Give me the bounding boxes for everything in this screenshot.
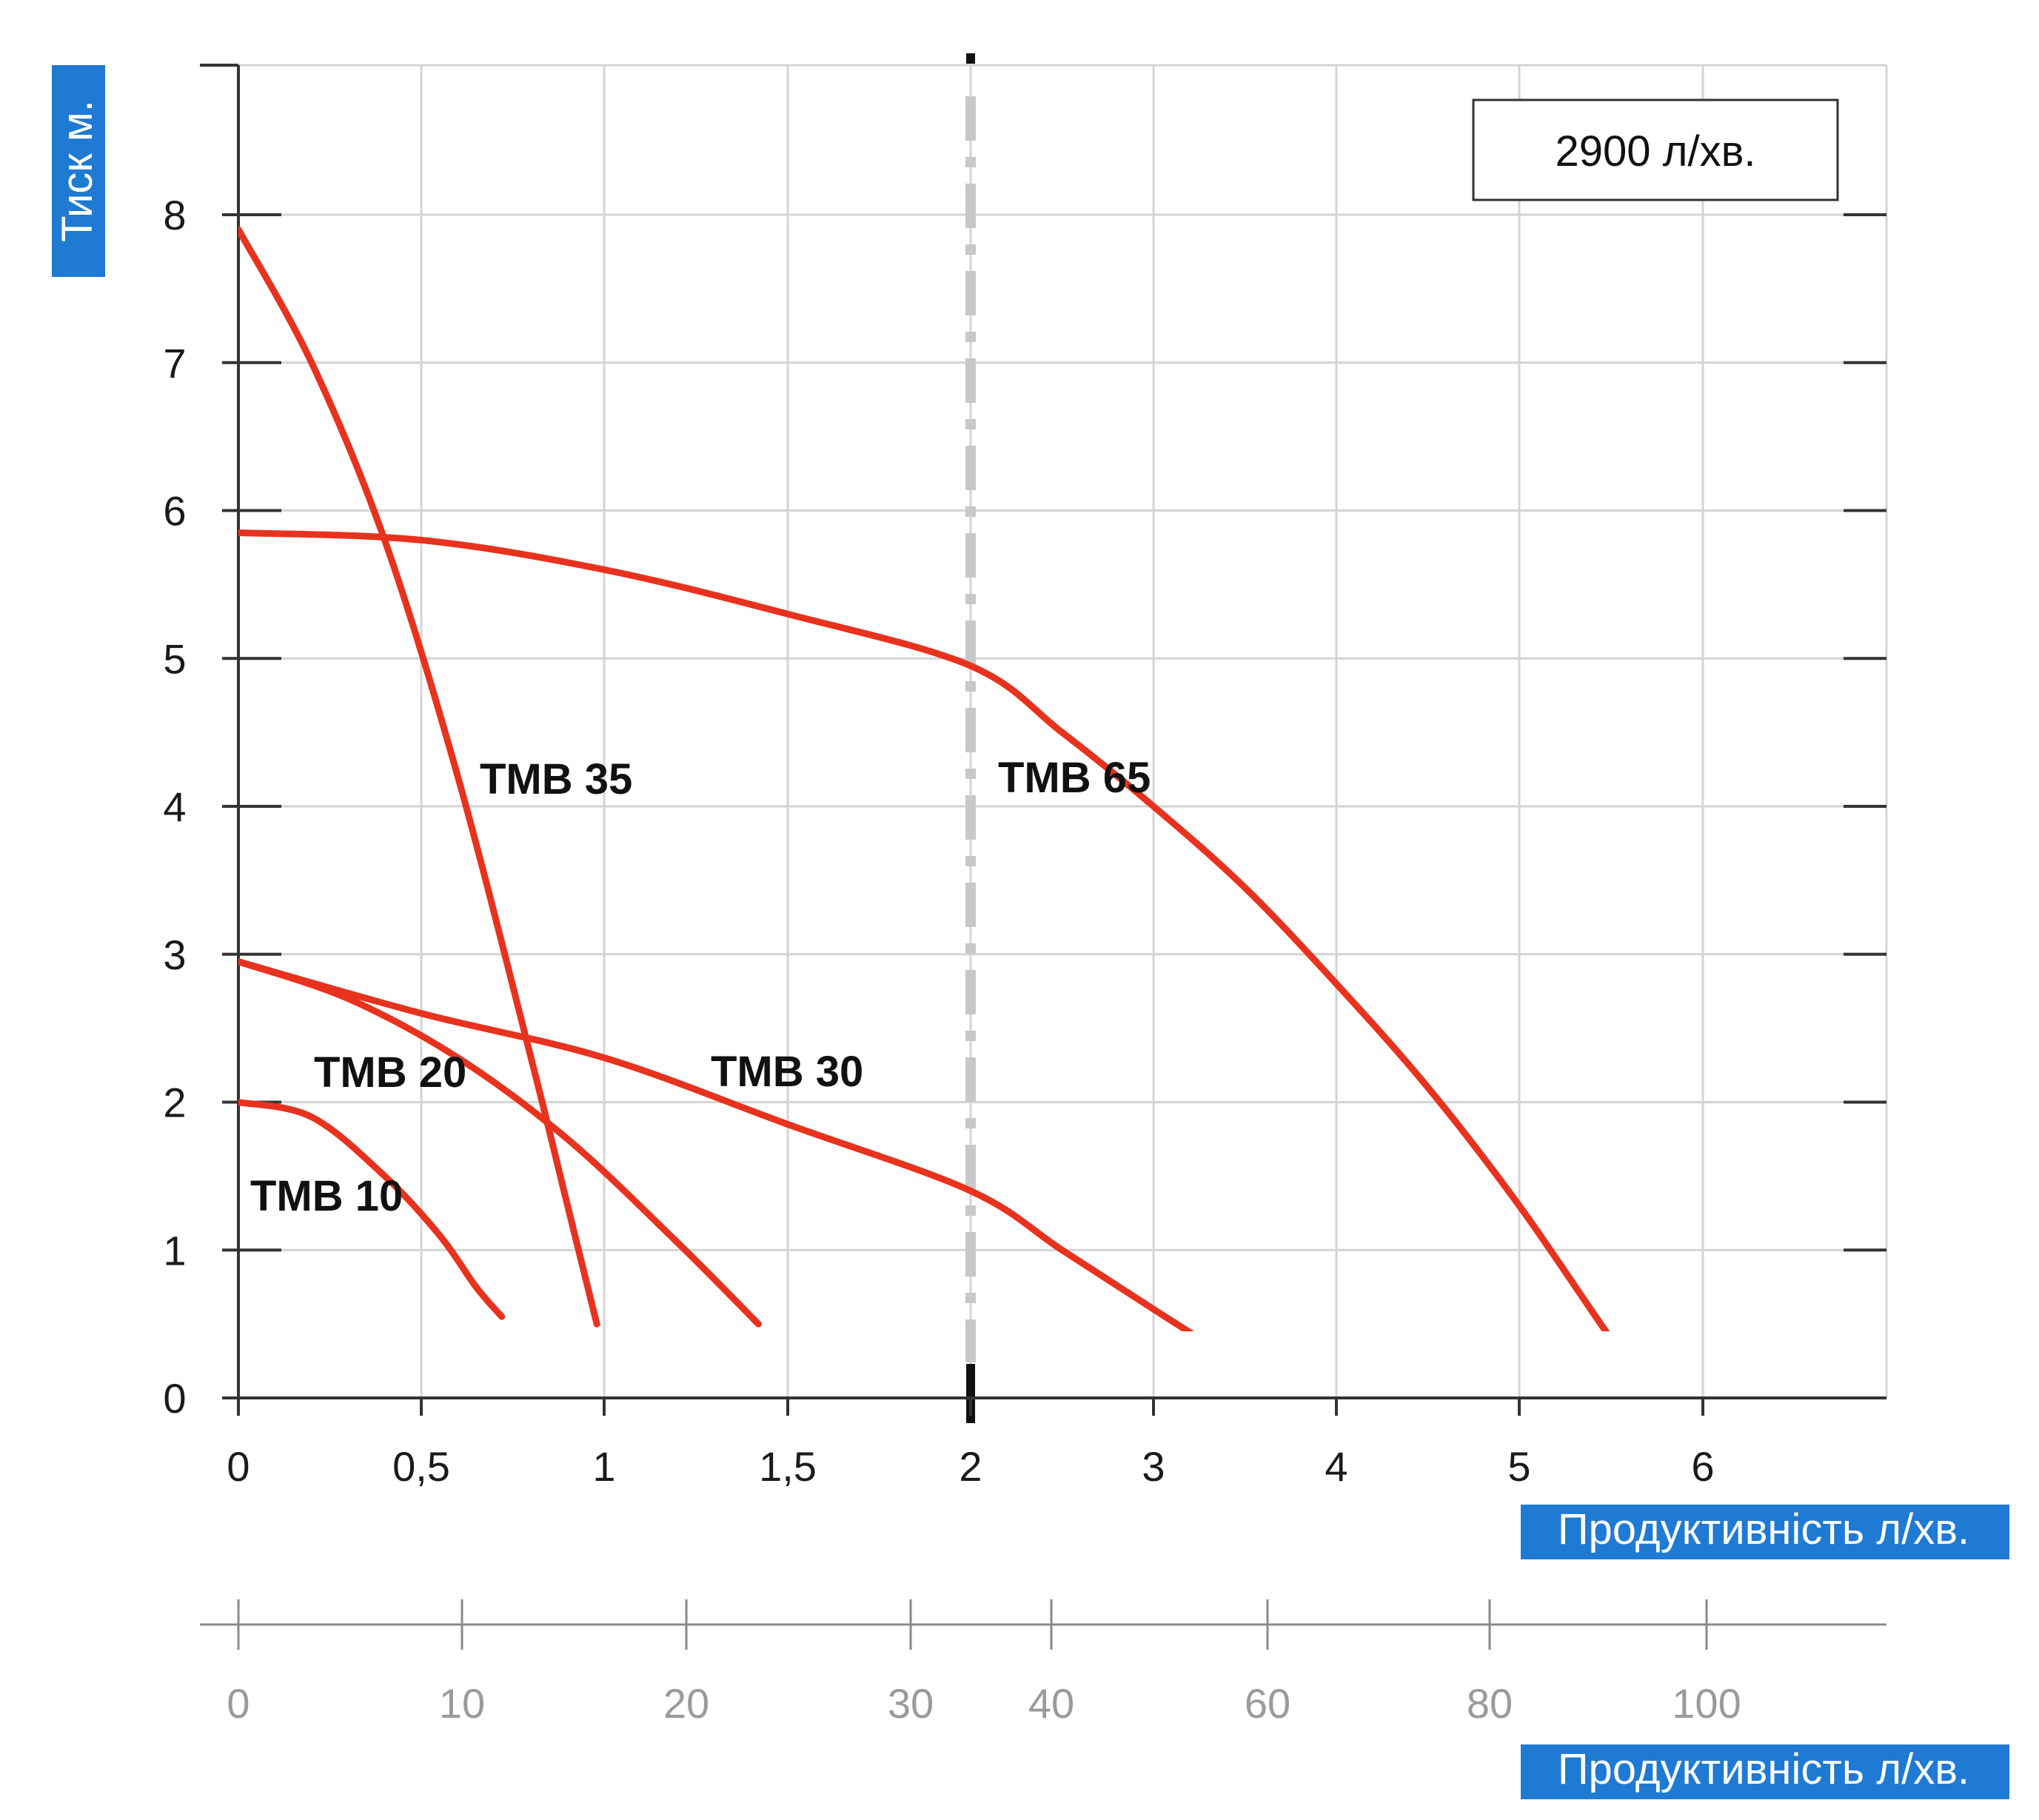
curve-tmb-35 — [238, 226, 600, 1328]
y-tick-label-7: 7 — [163, 340, 186, 387]
x-tick-label-1: 0,5 — [392, 1443, 450, 1490]
x-axis-title-badge: Продуктивність л/хв. — [1521, 1505, 2009, 1559]
series-label-tmb-35: TMB 35 — [480, 755, 632, 803]
secondary-x-tick-label-5: 60 — [1245, 1680, 1290, 1727]
curve-tmb-65 — [238, 529, 1610, 1331]
speed-box-text: 2900 л/хв. — [1555, 127, 1755, 175]
secondary-x-tick-label-4: 40 — [1028, 1680, 1074, 1727]
x-tick-label-6: 4 — [1325, 1443, 1347, 1490]
y-axis-title: Тиск м. — [53, 100, 101, 242]
y-tick-label-0: 0 — [163, 1375, 186, 1422]
y-tick-label-8: 8 — [163, 192, 186, 238]
speed-box-frame — [1472, 98, 1839, 201]
x-tick-label-2: 1 — [592, 1443, 615, 1490]
curve-tmb-10 — [238, 1099, 506, 1320]
y-tick-label-1: 1 — [163, 1227, 186, 1274]
x-tick-label-0: 0 — [227, 1443, 250, 1490]
secondary-x-axis-title: Продуктивність л/хв. — [1558, 1745, 1969, 1793]
curve-tmb-30 — [238, 958, 1195, 1331]
reference-marker-top — [966, 53, 975, 64]
y-tick-label-5: 5 — [163, 635, 186, 682]
x-tick-label-3: 1,5 — [759, 1443, 817, 1490]
series-label-tmb-30: TMB 30 — [711, 1048, 863, 1096]
pump-curves — [238, 226, 1610, 1331]
secondary-x-tick-label-2: 20 — [663, 1680, 709, 1727]
speed-box: 2900 л/хв. — [1472, 98, 1839, 201]
x-tick-label-5: 3 — [1142, 1443, 1165, 1490]
series-label-tmb-65: TMB 65 — [998, 754, 1151, 802]
x-tick-label-7: 5 — [1507, 1443, 1530, 1490]
secondary-x-axis-title-background — [1521, 1744, 2009, 1799]
secondary-x-tick-label-3: 30 — [888, 1680, 934, 1727]
secondary-x-tick-label-0: 0 — [227, 1680, 250, 1727]
secondary-x-tick-label-1: 10 — [439, 1680, 485, 1727]
reference-line-x2 — [965, 53, 976, 1423]
x-axis-title: Продуктивність л/хв. — [1558, 1505, 1969, 1553]
y-tick-label-2: 2 — [163, 1080, 186, 1126]
y-tick-label-4: 4 — [163, 783, 186, 830]
x-tick-label-8: 6 — [1691, 1443, 1714, 1490]
series-label-tmb-10: TMB 10 — [250, 1172, 403, 1220]
x-tick-label-4: 2 — [959, 1443, 982, 1490]
x-tick-labels: 0 0,5 1 1,5 2 3 4 5 6 — [227, 1443, 1714, 1490]
y-tick-label-6: 6 — [163, 488, 186, 535]
secondary-x-tick-label-6: 80 — [1467, 1680, 1513, 1727]
series-label-tmb-20: TMB 20 — [314, 1048, 466, 1097]
reference-marker-bottom — [966, 1364, 975, 1423]
secondary-x-axis-title-badge: Продуктивність л/хв. — [1521, 1744, 2009, 1799]
series-labels: TMB 10 TMB 20 TMB 30 TMB 35 TMB 65 — [250, 754, 1151, 1220]
y-tick-labels: 0 1 2 3 4 5 6 7 8 — [163, 192, 186, 1422]
x-axis-title-background — [1521, 1505, 2009, 1559]
y-tick-label-3: 3 — [163, 931, 186, 978]
axes — [200, 64, 1886, 1650]
y-axis-title-badge: Тиск м. — [52, 65, 105, 277]
secondary-x-tick-labels: 0 10 20 30 40 60 80 100 — [227, 1680, 1741, 1727]
y-axis-title-background — [52, 65, 105, 277]
secondary-x-tick-label-7: 100 — [1672, 1680, 1741, 1727]
curve-tmb-20 — [238, 958, 762, 1328]
